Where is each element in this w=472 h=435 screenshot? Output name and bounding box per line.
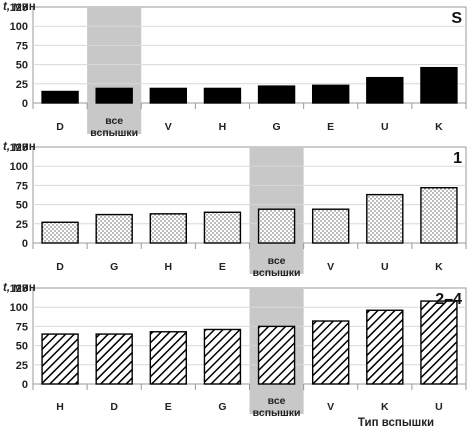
bar [203, 87, 242, 104]
x-tick-label: все вспышки [90, 115, 138, 139]
bar [366, 193, 404, 244]
x-tick-label: H [219, 121, 227, 133]
x-tick-label: E [165, 401, 172, 413]
panel-label: 1 [453, 150, 462, 167]
y-axis-title: t, мин [3, 282, 36, 294]
x-tick-label: G [218, 401, 226, 413]
bar [41, 90, 79, 104]
x-tick-label: H [56, 401, 64, 413]
y-tick-label: 125 [10, 2, 28, 14]
y-tick-label: 50 [16, 60, 28, 72]
bar [420, 66, 458, 104]
bar [41, 221, 79, 244]
y-tick-label: 25 [16, 219, 28, 231]
x-tick-label: U [381, 261, 389, 273]
y-axis-title: t, мин [3, 1, 36, 13]
highlight-band-label-area [87, 103, 142, 134]
x-tick-label: D [56, 261, 64, 273]
bar [311, 320, 350, 385]
x-tick-label: V [327, 261, 334, 273]
x-tick-label: U [435, 401, 443, 413]
y-tick-label: 75 [16, 40, 28, 52]
x-tick-label: все вспышки [253, 395, 301, 419]
bar [149, 87, 188, 104]
highlight-band-label-area [249, 243, 304, 274]
chart-panel-1: 0 25 50 75 100 125 D все вспышки V H G E U Kt, мин S [3, 1, 467, 139]
x-tick-label: V [327, 401, 334, 413]
y-tick-label: 0 [22, 98, 28, 110]
bar [366, 309, 404, 385]
x-tick-label: все вспышки [253, 255, 301, 279]
bar [95, 213, 133, 244]
y-tick-label: 75 [16, 321, 28, 333]
bar [149, 213, 188, 244]
x-tick-label: K [381, 401, 389, 413]
x-tick-label: U [381, 121, 389, 133]
x-axis-title: Тип вспышки [358, 417, 434, 429]
bar [149, 331, 188, 385]
y-tick-label: 75 [16, 180, 28, 192]
y-axis-title: t, мин [3, 141, 36, 153]
x-tick-label: V [165, 121, 172, 133]
bar [311, 84, 350, 104]
x-tick-label: G [272, 121, 280, 133]
x-tick-label: E [219, 261, 226, 273]
bar [366, 76, 404, 104]
bar [95, 333, 133, 385]
bar [95, 87, 133, 104]
y-tick-label: 50 [16, 200, 28, 212]
x-tick-label: D [110, 401, 118, 413]
x-tick-label: H [165, 261, 173, 273]
bar [203, 328, 242, 385]
bar [420, 187, 458, 244]
x-tick-label: E [327, 121, 334, 133]
y-tick-label: 25 [16, 79, 28, 91]
bar [420, 300, 458, 385]
panel-label: S [451, 10, 462, 27]
bar [41, 333, 79, 385]
highlight-band-label-area [249, 384, 304, 414]
y-tick-label: 100 [10, 161, 28, 173]
x-tick-label: G [110, 261, 118, 273]
y-tick-label: 25 [16, 360, 28, 372]
bar [311, 208, 350, 244]
y-tick-label: 125 [10, 142, 28, 154]
x-tick-label: D [56, 121, 64, 133]
bar [203, 211, 242, 244]
y-tick-label: 125 [10, 283, 28, 295]
y-tick-label: 0 [22, 238, 28, 250]
y-tick-label: 100 [10, 21, 28, 33]
bar [257, 325, 296, 385]
x-tick-label: K [435, 261, 443, 273]
panel-label: 2–4 [435, 291, 462, 308]
y-tick-label: 100 [10, 302, 28, 314]
bar [257, 85, 296, 104]
highlight-band [87, 7, 142, 103]
x-tick-label: K [435, 121, 443, 133]
bar [257, 208, 296, 244]
y-tick-label: 0 [22, 379, 28, 391]
y-tick-label: 50 [16, 341, 28, 353]
